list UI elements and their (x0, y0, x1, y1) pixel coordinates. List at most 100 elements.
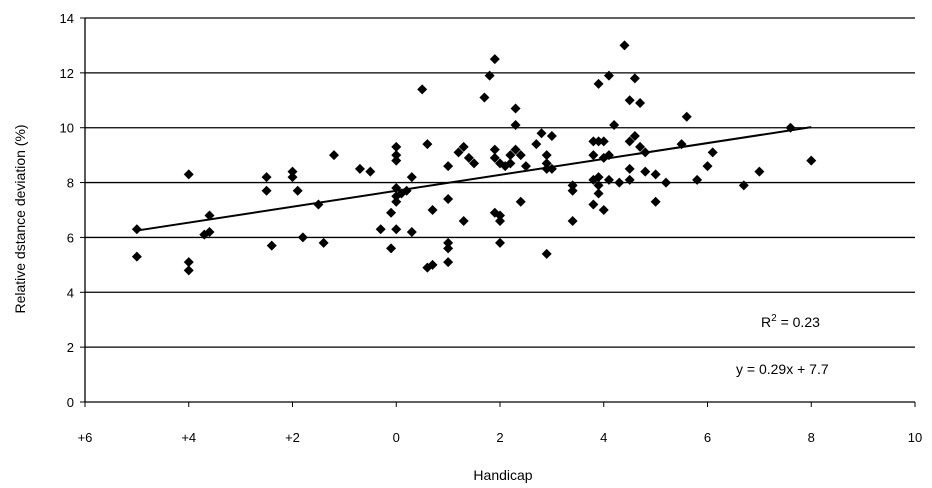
data-point (640, 166, 651, 177)
data-point (417, 84, 428, 95)
data-point (505, 158, 516, 169)
data-point (458, 215, 469, 226)
data-point (536, 128, 547, 139)
y-axis-label: Relative dstance deviation (%) (12, 124, 28, 313)
data-point (261, 185, 272, 196)
data-point (635, 141, 646, 152)
data-point (183, 169, 194, 180)
trendline (136, 126, 812, 232)
data-point (593, 136, 604, 147)
x-tick-labels: +6 +4 +2 0 2 4 6 8 10 (78, 430, 923, 445)
data-point (588, 136, 599, 147)
data-point (567, 185, 578, 196)
data-point (624, 163, 635, 174)
data-point (427, 259, 438, 270)
data-point (391, 141, 402, 152)
data-point (661, 177, 671, 188)
data-points (131, 40, 817, 276)
data-point (567, 180, 578, 191)
axes (80, 17, 916, 407)
x-tick-label: +6 (78, 430, 93, 445)
data-point (292, 185, 303, 196)
data-point (593, 180, 604, 191)
data-point (619, 40, 630, 51)
data-point (531, 139, 542, 150)
data-point (495, 215, 505, 226)
data-point (131, 224, 142, 235)
x-tick-label: 10 (908, 430, 922, 445)
data-point (204, 210, 215, 221)
data-point (603, 174, 614, 185)
data-point (463, 152, 474, 163)
data-point (635, 98, 646, 109)
data-point (593, 78, 604, 89)
gridlines (85, 17, 915, 348)
data-point (183, 257, 194, 268)
data-point (593, 188, 604, 199)
data-point (624, 174, 635, 185)
data-point (261, 172, 272, 183)
data-point (624, 136, 635, 147)
regression-equation: y = 0.29x + 7.7 (736, 361, 829, 377)
y-tick-label: 6 (67, 230, 74, 245)
x-tick-label: 8 (808, 430, 815, 445)
data-point (131, 251, 142, 262)
y-tick-labels: 0 2 4 6 8 10 12 14 (60, 11, 74, 410)
data-point (495, 237, 505, 248)
y-tick-label: 14 (60, 11, 74, 26)
data-point (598, 136, 609, 147)
data-point (489, 54, 500, 65)
data-point (515, 196, 526, 207)
data-point (598, 205, 609, 215)
data-point (510, 103, 521, 114)
data-point (588, 199, 599, 210)
data-point (806, 155, 817, 166)
data-point (297, 232, 308, 243)
r-squared-annotation: R2 = 0.23 (761, 313, 820, 330)
data-point (495, 210, 505, 221)
data-point (754, 166, 765, 177)
data-point (458, 141, 469, 152)
r-squared-exponent: 2 (771, 313, 777, 324)
y-tick-label: 2 (67, 340, 74, 355)
data-point (603, 70, 614, 81)
data-point (313, 199, 324, 210)
data-point (443, 161, 454, 172)
data-point (567, 215, 578, 226)
data-point (650, 169, 661, 180)
data-point (183, 265, 194, 276)
data-point (505, 150, 516, 161)
y-tick-label: 12 (60, 66, 74, 81)
data-point (391, 196, 402, 207)
data-point (510, 144, 521, 155)
x-axis-label: Handicap (473, 467, 532, 483)
y-tick-label: 10 (60, 121, 74, 136)
x-tick-label: 4 (600, 430, 607, 445)
data-point (287, 172, 298, 183)
data-point (354, 163, 365, 174)
data-point (391, 150, 402, 161)
data-point (489, 144, 500, 155)
data-point (510, 119, 521, 130)
data-point (484, 70, 495, 81)
data-point (681, 111, 692, 122)
data-point (629, 130, 640, 141)
data-point (489, 152, 500, 163)
x-tick-label: +4 (181, 430, 196, 445)
r-squared-base: R (761, 314, 771, 330)
data-point (406, 226, 417, 237)
data-point (386, 207, 397, 218)
data-point (329, 150, 339, 161)
data-point (375, 224, 386, 235)
data-point (707, 147, 718, 158)
data-point (541, 158, 552, 169)
r-squared-value: = 0.23 (777, 314, 820, 330)
data-point (365, 166, 376, 177)
data-point (541, 150, 552, 161)
data-point (479, 92, 490, 103)
data-point (199, 229, 210, 240)
data-point (469, 158, 480, 169)
data-point (614, 177, 625, 188)
data-point (702, 161, 713, 172)
y-tick-label: 4 (67, 285, 74, 300)
